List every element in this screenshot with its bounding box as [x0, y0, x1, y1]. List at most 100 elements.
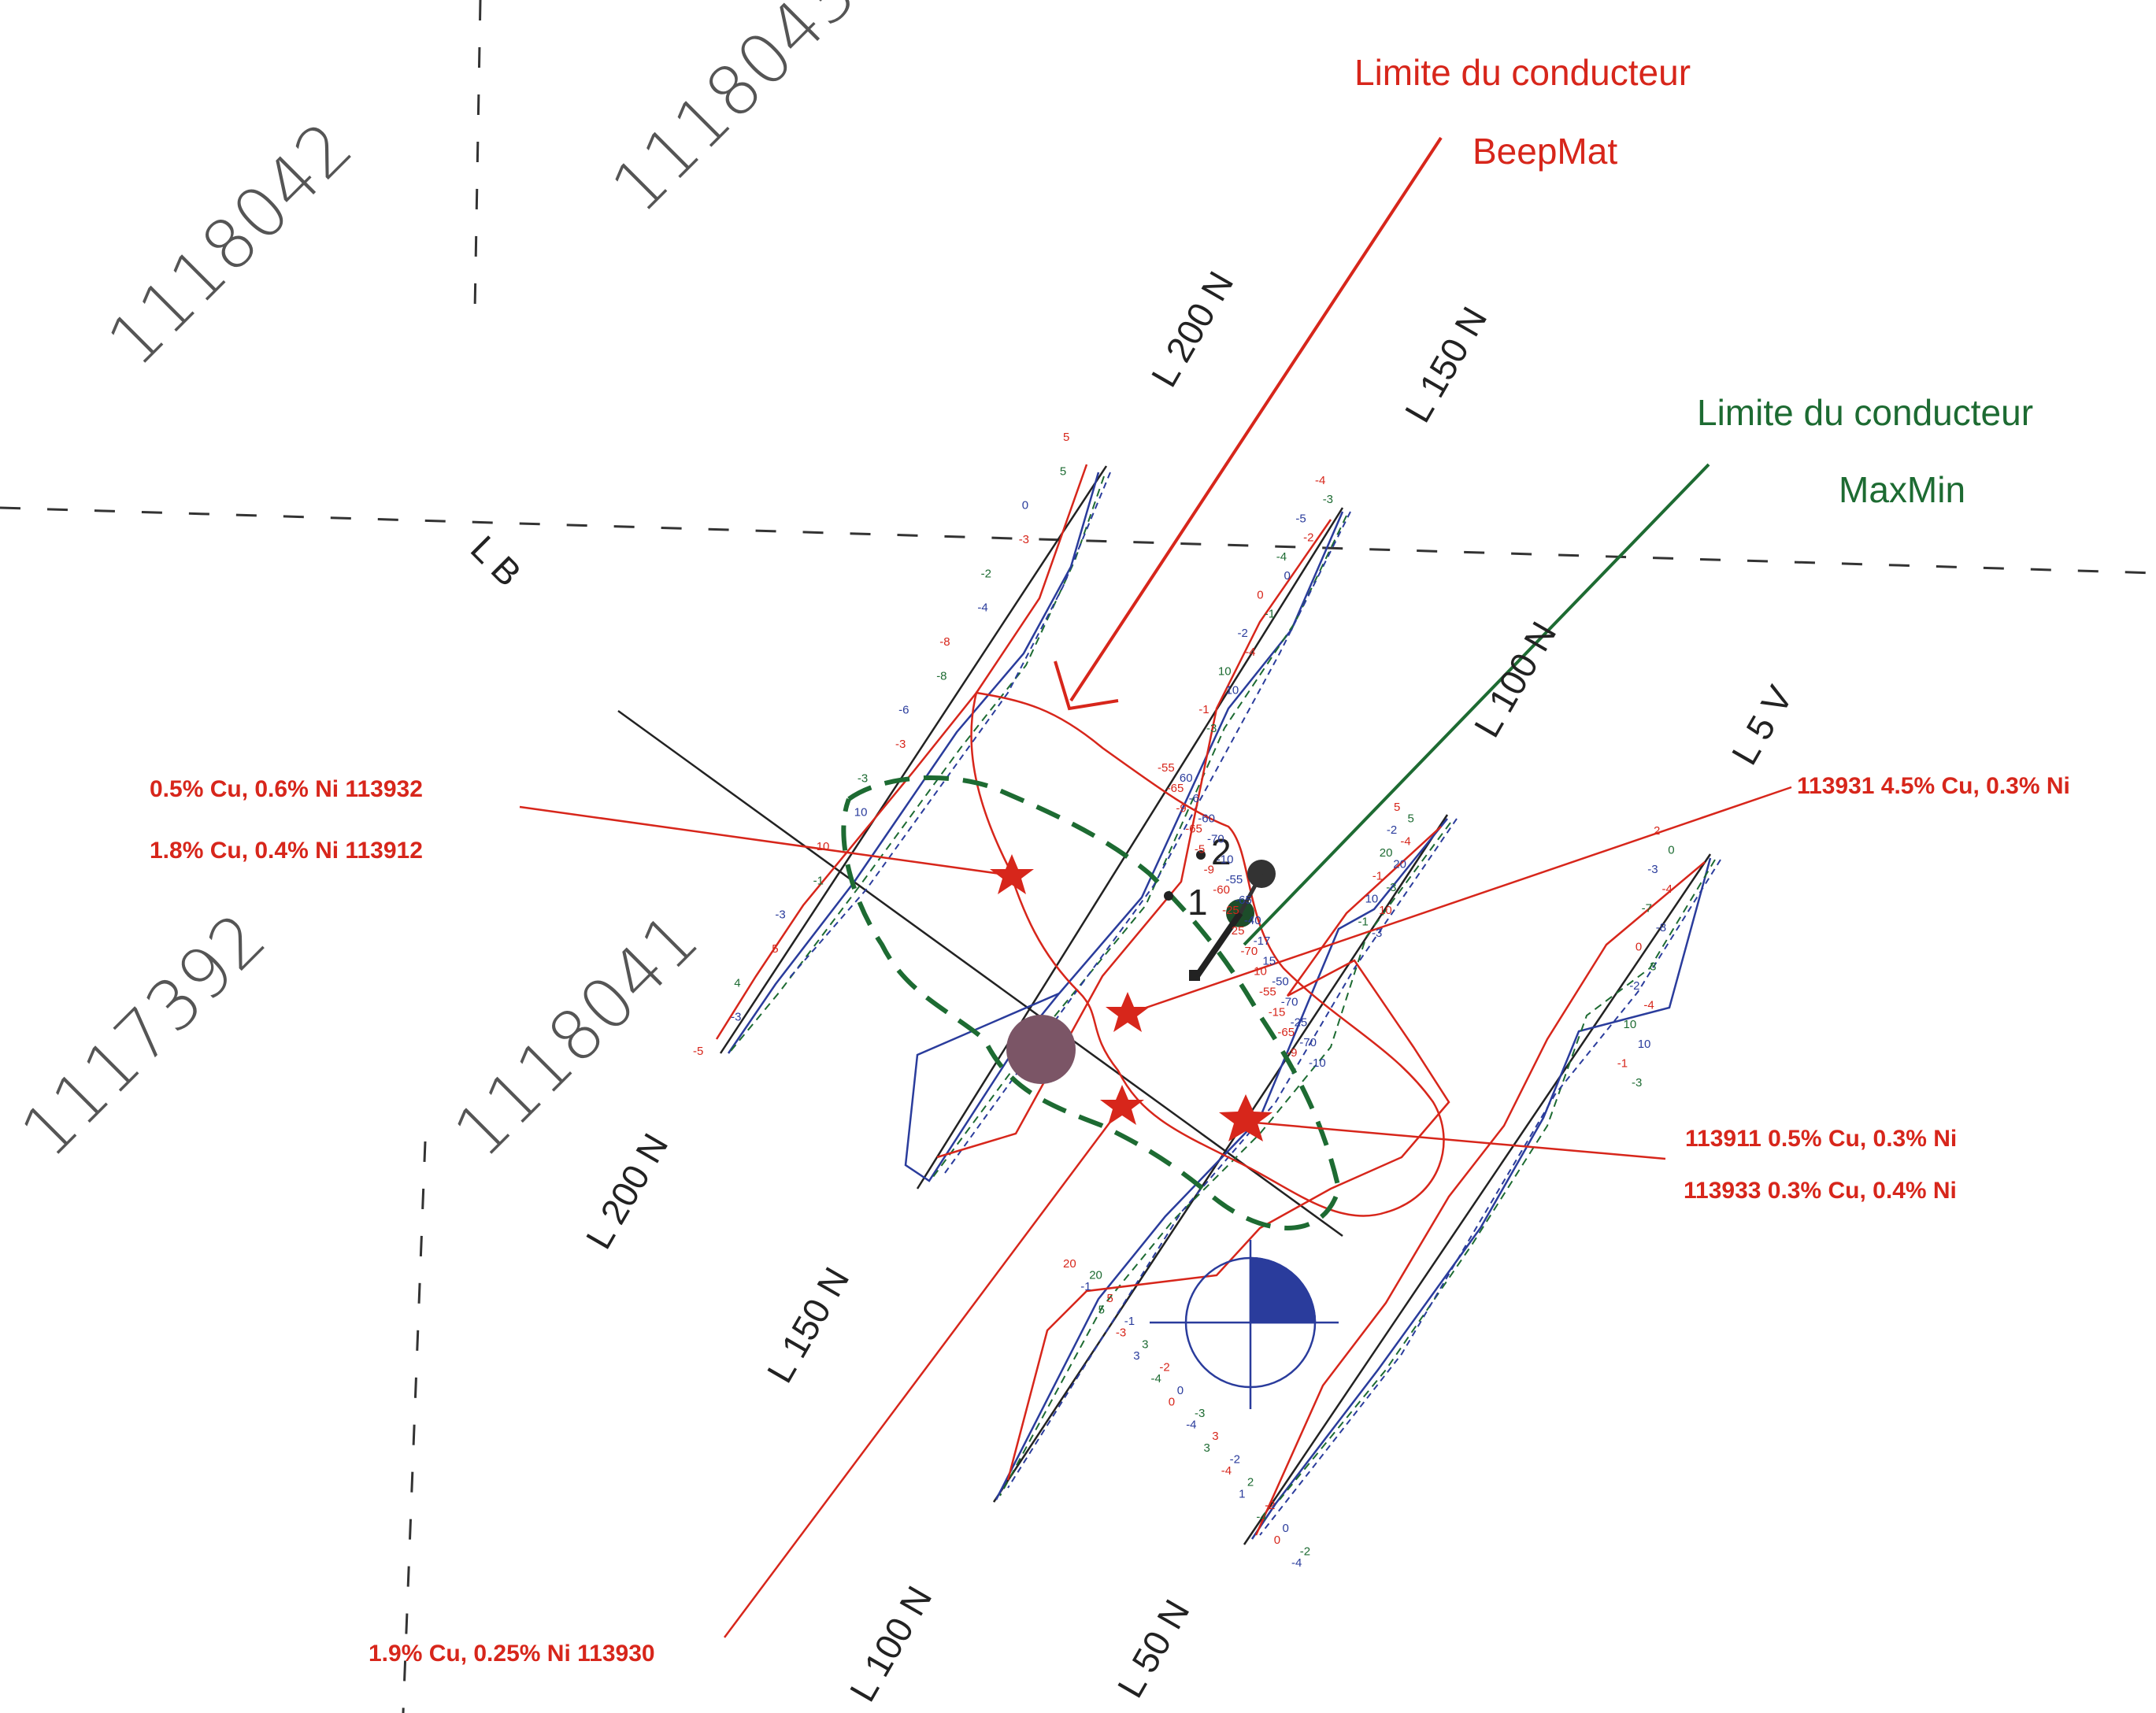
drill-holes: 2 1: [1164, 831, 1276, 981]
sample-label-113932: 0.5% Cu, 0.6% Ni 113932: [150, 776, 423, 802]
traverse-line-l150: [916, 507, 1344, 1189]
profile-value: -2: [1159, 1361, 1169, 1374]
profile-value: -65: [1167, 782, 1184, 795]
profile-value: -9: [1176, 802, 1186, 816]
profile-value: -1: [1617, 1056, 1628, 1070]
profile-value: -40: [1244, 914, 1261, 927]
profile-value: 0: [1283, 1522, 1289, 1535]
star-113932: [990, 854, 1034, 894]
maxmin-arrow-line: [1243, 463, 1710, 946]
profile-value: -8: [939, 635, 950, 649]
profile-red-l200: [715, 464, 1088, 1040]
profile-dashed-l150: [944, 511, 1351, 1174]
profile-value: 2: [1654, 824, 1660, 838]
profile-value: -5: [693, 1045, 703, 1058]
profile-value: -9: [1204, 863, 1214, 876]
star-113930: [1100, 1085, 1144, 1125]
profile-value: 3: [1212, 1430, 1218, 1443]
profile-value: -3: [895, 738, 906, 751]
profile-value: -4: [1662, 882, 1673, 896]
profile-value: -1: [1265, 608, 1275, 621]
profile-value: -6: [1189, 792, 1199, 805]
profile-value: -70: [1299, 1036, 1317, 1049]
survey-station-symbol: [1150, 1240, 1339, 1409]
profile-value: -4: [1643, 999, 1654, 1012]
profile-value: 0: [1177, 1384, 1184, 1397]
line-label-upper-l100: L 100 N: [1466, 615, 1565, 744]
drill-hole-1-end: [1189, 970, 1200, 981]
beepmat-profiles-red: [715, 464, 1706, 1536]
profile-blue-l50: [1250, 857, 1712, 1540]
profile-value: -1: [1198, 703, 1209, 716]
claim-boundary-upper-vertical: [473, 0, 482, 312]
profile-value: -10: [1250, 965, 1267, 979]
profile-value: -55: [1259, 986, 1276, 999]
profile-value: 10: [854, 806, 868, 820]
profile-value: -5: [1195, 842, 1205, 856]
conductor-limit-titles: Limite du conducteur BeepMat Limite du c…: [1354, 52, 2033, 510]
profile-value: -8: [936, 669, 946, 683]
profile-value: -65: [1235, 893, 1252, 907]
profile-value: 5: [1060, 464, 1066, 478]
profile-value: 0: [1668, 844, 1674, 857]
profile-value: -70: [1207, 833, 1224, 846]
line-label-lower-l50: L 50 N: [1109, 1593, 1198, 1704]
purple-anomaly-marker: [1006, 1015, 1076, 1084]
station-quadrant: [1249, 1256, 1317, 1324]
sample-label-113931: 113931 4.5% Cu, 0.3% Ni: [1797, 773, 2070, 799]
profile-value: -15: [1269, 1005, 1286, 1019]
profile-value: 10: [1624, 1018, 1637, 1031]
profile-value: 0: [1169, 1395, 1175, 1408]
drill-hole-label-2: 2: [1211, 831, 1232, 872]
profile-value: -3: [775, 908, 785, 922]
star-113931: [1106, 992, 1150, 1032]
profile-value: 5: [1408, 812, 1414, 826]
leader-113911: [1245, 1120, 1666, 1160]
profile-value: -2: [981, 567, 991, 580]
profile-value: 5: [772, 942, 778, 956]
profile-green-l100: [999, 822, 1451, 1497]
maxmin-conductor-limit: [841, 775, 1342, 1230]
profile-value: 3: [1142, 1337, 1148, 1351]
profile-value: -55: [1226, 873, 1243, 886]
leader-113930: [723, 1105, 1124, 1638]
profile-value: -25: [1291, 1016, 1308, 1029]
profile-value: -3: [1116, 1326, 1126, 1340]
profile-value: -50: [1272, 975, 1289, 989]
profile-value: 0: [1284, 569, 1291, 583]
profile-value: -8: [1656, 921, 1666, 934]
beepmat-arrow-head: [1054, 660, 1119, 711]
profile-value: -10: [1217, 853, 1234, 866]
profile-value-labels: 550-3-2-4-8-8-6-3-31010-1-354-3-5-4-3-5-…: [693, 431, 1675, 1570]
leader-113931: [1127, 786, 1792, 1016]
profile-value: -25: [1222, 904, 1239, 917]
profile-value: -3: [858, 771, 868, 785]
line-label-secondary-baseline: L 5 V: [1724, 679, 1801, 771]
profile-value: -4: [1151, 1372, 1161, 1386]
profile-value: 5: [1394, 801, 1400, 814]
profile-green-l200: [730, 475, 1105, 1052]
profile-value: 20: [1393, 858, 1406, 871]
profile-value: 20: [1089, 1269, 1102, 1282]
line-label-upper-l200: L 200 N: [1143, 265, 1242, 394]
profile-value: -4: [1221, 1464, 1232, 1478]
sample-stars: [990, 854, 1272, 1141]
profile-value: 10: [1379, 904, 1392, 917]
profile-value: -4: [1276, 550, 1287, 564]
line-label-lower-l100: L 100 N: [842, 1579, 940, 1708]
profile-value: -9: [1287, 1046, 1297, 1060]
profile-blue-l100: [995, 818, 1448, 1500]
beepmat-limit-title: Limite du conducteur: [1354, 52, 1691, 93]
claim-number: 1118041: [439, 897, 714, 1173]
profile-blue-l200: [727, 472, 1100, 1054]
profile-value: 1: [1239, 1487, 1245, 1500]
profile-value: -1: [813, 874, 824, 887]
leader-113932: [519, 805, 1013, 877]
sample-label-113912: 1.8% Cu, 0.4% Ni 113912: [150, 838, 423, 864]
profile-value: -3: [1206, 722, 1217, 735]
profile-value: 20: [1380, 846, 1393, 860]
drill-hole-label-1: 1: [1187, 882, 1208, 923]
profile-red-l150: [936, 519, 1332, 1159]
traverse-line-l200: [719, 465, 1108, 1054]
drill-hole-2-trace: [1238, 872, 1264, 915]
